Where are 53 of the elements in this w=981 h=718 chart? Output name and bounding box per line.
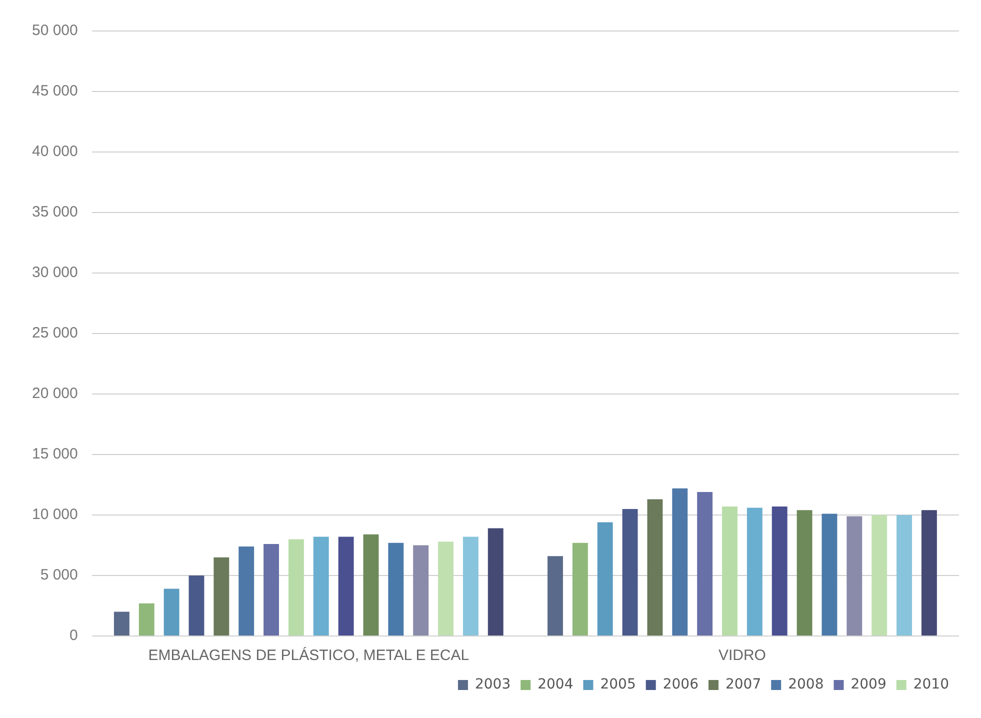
y-tick-label: 25 000 [32,324,78,342]
y-tick-label: 45 000 [32,82,78,100]
legend-label: 2010 [913,676,950,693]
bar [622,508,638,636]
bar [114,612,130,636]
bar [796,510,812,636]
bar [548,556,563,636]
x-tick-label: VIDRO [718,647,766,664]
bar [164,588,180,636]
legend-label: 2006 [662,676,699,693]
legend-label: 2007 [725,676,762,693]
bar [338,536,354,636]
bar [363,534,379,636]
bar [672,488,688,636]
y-tick-label: 0 [70,627,78,644]
bar [647,499,663,636]
y-tick-label: 10 000 [32,506,78,524]
legend-label: 2003 [474,676,511,693]
legend-label: 2008 [788,676,824,693]
y-tick-label: 35 000 [32,204,78,221]
bar [488,528,504,636]
y-tick-label: 5 000 [40,566,78,584]
bar [288,539,304,636]
bar [188,576,204,636]
y-tick-label: 40 000 [32,143,78,160]
legend-label: 2004 [538,676,574,693]
y-tick-label: 30 000 [32,264,78,282]
bar [697,492,713,636]
bar [772,506,788,636]
bar [822,514,838,636]
bar [238,546,254,636]
bar [138,603,154,636]
bar [462,536,478,636]
bar [264,544,279,636]
bar [413,545,429,636]
y-tick-label: 20 000 [32,385,78,402]
bar [746,508,762,636]
legend-label: 2009 [850,676,886,693]
bar [872,515,888,636]
bar [921,510,937,636]
bar [597,522,613,636]
bar [313,536,329,636]
bar [846,516,862,636]
bar [896,515,912,636]
bar [572,542,588,636]
bar [722,506,738,636]
bar [388,542,404,636]
y-tick-label: 15 000 [32,446,78,463]
x-tick-label: EMBALAGENS DE PLÁSTICO, METAL E ECAL [148,646,470,664]
bar [214,557,230,636]
bar [438,542,454,636]
legend-label: 2005 [600,676,636,693]
y-tick-label: 50 000 [32,22,78,40]
